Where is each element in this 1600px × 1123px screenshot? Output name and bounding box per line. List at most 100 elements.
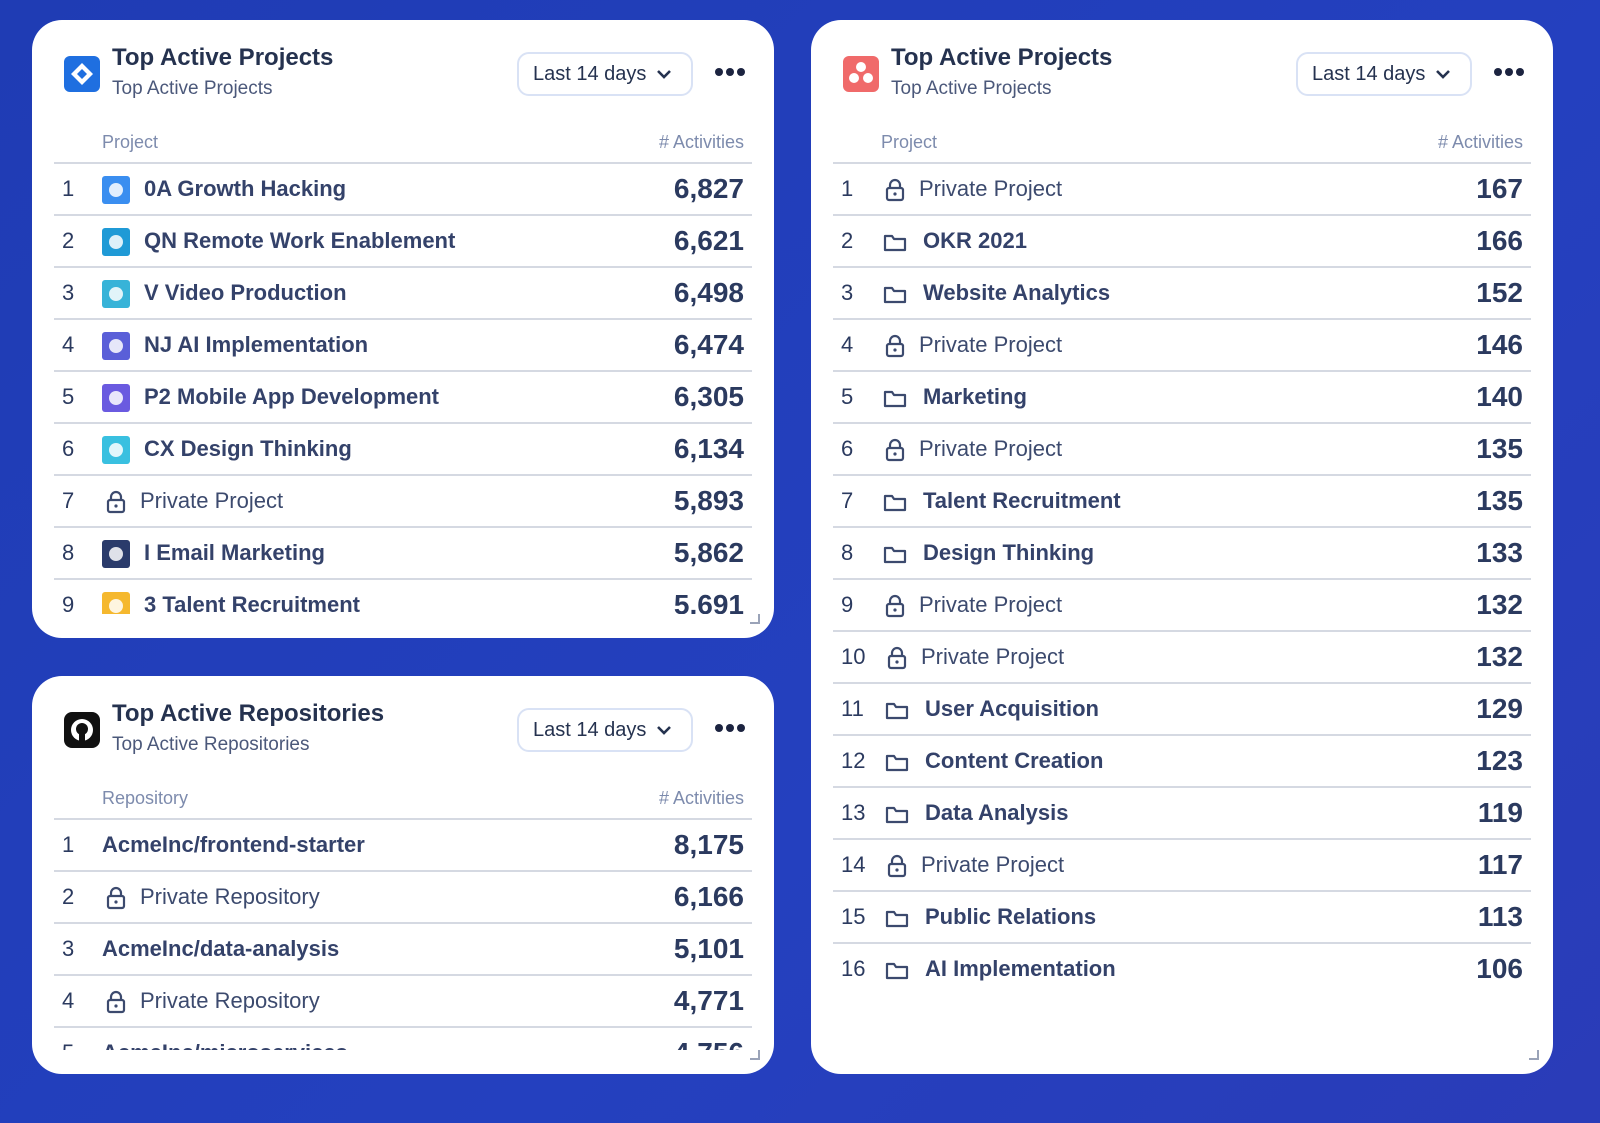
row-value: 5,893 (673, 485, 744, 516)
column-header: # Activities (1437, 132, 1523, 152)
row-name[interactable]: Private Project (921, 644, 1065, 669)
row-name[interactable]: Private Repository (140, 988, 320, 1013)
table-row: 1 0A Growth Hacking 6,827 (54, 164, 752, 216)
range-label: Last 14 days (533, 718, 647, 741)
row-name[interactable]: AcmeInc/microservices (102, 1040, 348, 1050)
row-icon (881, 592, 909, 620)
row-name[interactable]: OKR 2021 (923, 228, 1027, 253)
row-name[interactable]: 0A Growth Hacking (144, 176, 347, 201)
rank: 13 (841, 800, 866, 825)
rank: 2 (841, 228, 854, 253)
table-row: 16 AI Implementation 106 (833, 944, 1531, 994)
rank: 5 (841, 384, 854, 409)
column-header: Repository (102, 788, 189, 808)
column-header: Project (881, 132, 938, 152)
row-value: 113 (1477, 901, 1523, 932)
widget-subtitle: Top Active Projects (112, 78, 273, 99)
widget-logo (64, 56, 100, 92)
row-name[interactable]: Private Project (919, 436, 1063, 461)
rank: 1 (62, 832, 75, 857)
row-value: 119 (1477, 797, 1523, 828)
table-row: 4 Private Project 146 (833, 320, 1531, 372)
row-value: 167 (1476, 173, 1523, 204)
more-menu[interactable] (714, 64, 746, 82)
table-row: 1 Private Project 167 (833, 164, 1531, 216)
table-row: 3 V Video Production 6,498 (54, 268, 752, 320)
table-row: 11 User Acquisition 129 (833, 684, 1531, 736)
rank: 5 (62, 384, 75, 409)
row-icon (883, 956, 911, 984)
row-value: 106 (1476, 953, 1523, 984)
row-name[interactable]: Private Project (921, 852, 1065, 877)
row-name[interactable]: AcmeInc/data-analysis (102, 936, 340, 961)
column-headers: Repository # Activities (54, 784, 752, 820)
row-name[interactable]: Content Creation (925, 748, 1104, 773)
row-name[interactable]: Talent Recruitment (923, 488, 1121, 513)
row-name[interactable]: 3 Talent Recruitment (144, 592, 360, 614)
rank: 9 (62, 592, 75, 614)
row-name[interactable]: V Video Production (144, 280, 347, 305)
row-value: 6,166 (673, 881, 744, 912)
row-name[interactable]: Private Project (919, 176, 1063, 201)
row-name[interactable]: QN Remote Work Enablement (144, 228, 456, 253)
table-row: 10 Private Project 132 (833, 632, 1531, 684)
rank: 9 (841, 592, 854, 617)
row-value: 5,101 (673, 933, 744, 964)
widget-subtitle: Top Active Repositories (112, 734, 310, 755)
table-row: 12 Content Creation 123 (833, 736, 1531, 788)
rank: 6 (62, 436, 75, 461)
table-row: 3 AcmeInc/data-analysis 5,101 (54, 924, 752, 976)
rank: 10 (841, 644, 866, 669)
column-headers: Project # Activities (833, 128, 1531, 164)
resize-handle[interactable] (750, 614, 760, 624)
range-dropdown[interactable]: Last 14 days (517, 708, 693, 752)
row-icon (881, 488, 909, 516)
row-icon (102, 436, 130, 464)
row-name[interactable]: Website Analytics (923, 280, 1111, 305)
row-name[interactable]: Marketing (923, 384, 1027, 409)
row-name[interactable]: P2 Mobile App Development (144, 384, 440, 409)
row-icon (102, 176, 130, 204)
row-name[interactable]: I Email Marketing (144, 540, 325, 565)
table-row: 4 NJ AI Implementation 6,474 (54, 320, 752, 372)
table-row: 6 Private Project 135 (833, 424, 1531, 476)
rank: 4 (62, 332, 75, 357)
row-icon (102, 228, 130, 256)
column-headers: Project # Activities (54, 128, 752, 164)
row-name[interactable]: Private Project (919, 592, 1063, 617)
row-value: 166 (1476, 225, 1523, 256)
row-name[interactable]: AI Implementation (925, 956, 1116, 981)
table-row: 6 CX Design Thinking 6,134 (54, 424, 752, 476)
rank: 4 (62, 988, 75, 1013)
row-value: 6,498 (673, 277, 744, 308)
table-row: 7 Private Project 5,893 (54, 476, 752, 528)
row-name[interactable]: NJ AI Implementation (144, 332, 369, 357)
row-name[interactable]: Private Repository (140, 884, 320, 909)
row-name[interactable]: Private Project (140, 488, 284, 513)
resize-handle[interactable] (750, 1050, 760, 1060)
range-dropdown[interactable]: Last 14 days (1296, 52, 1472, 96)
row-name[interactable]: Data Analysis (925, 800, 1069, 825)
row-icon (881, 228, 909, 256)
row-value: 129 (1476, 693, 1523, 724)
table-row: 5 Marketing 140 (833, 372, 1531, 424)
range-dropdown[interactable]: Last 14 days (517, 52, 693, 96)
row-name[interactable]: CX Design Thinking (144, 436, 352, 461)
rank: 15 (841, 904, 866, 929)
row-name[interactable]: User Acquisition (925, 696, 1099, 721)
rank: 7 (841, 488, 854, 513)
row-name[interactable]: Private Project (919, 332, 1063, 357)
widget-title: Top Active Projects (891, 44, 1113, 71)
row-name[interactable]: Public Relations (925, 904, 1097, 929)
row-icon (881, 176, 909, 204)
row-name[interactable]: Design Thinking (923, 540, 1095, 565)
rank: 14 (841, 852, 866, 877)
resize-handle[interactable] (1529, 1050, 1539, 1060)
row-icon (883, 904, 911, 932)
row-value: 132 (1476, 589, 1523, 620)
more-menu[interactable] (1493, 64, 1525, 82)
more-menu[interactable] (714, 720, 746, 738)
row-name[interactable]: AcmeInc/frontend-starter (102, 832, 365, 857)
row-value: 8,175 (673, 829, 744, 860)
widget-card: Top Active Projects Top Active Projects La… (32, 20, 774, 638)
